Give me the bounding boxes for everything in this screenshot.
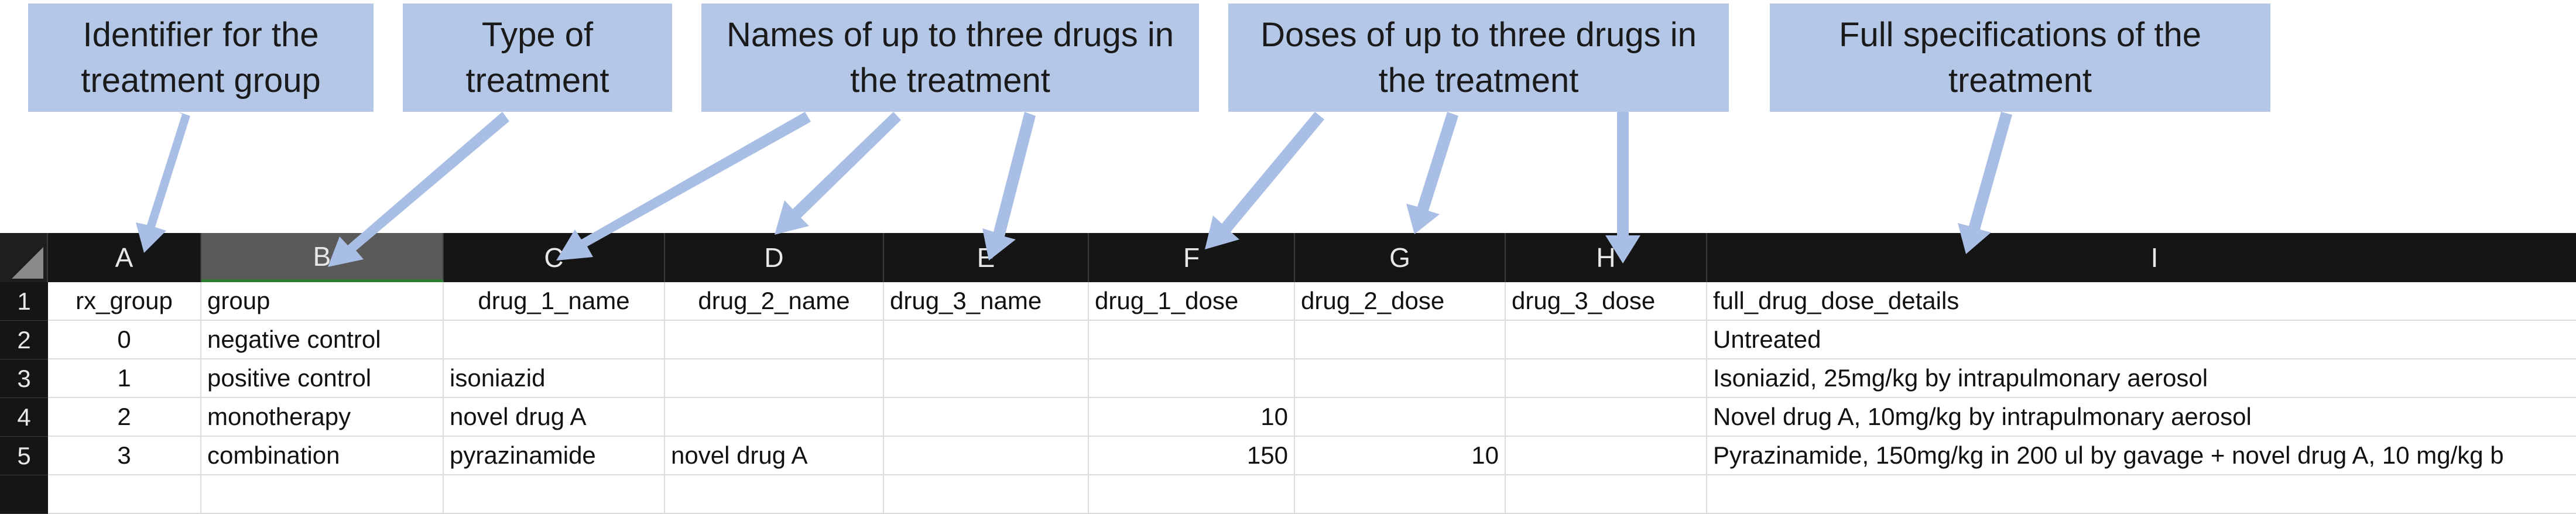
cell-g3[interactable] <box>1295 359 1506 398</box>
column-header-f[interactable]: F <box>1089 233 1295 282</box>
cell-c-partial[interactable] <box>444 475 665 514</box>
callout-line: Identifier for the <box>83 15 319 54</box>
cell-g-partial[interactable] <box>1295 475 1506 514</box>
arrow-to-column-d <box>775 112 901 235</box>
cell-e-partial[interactable] <box>884 475 1089 514</box>
cell-a2[interactable]: 0 <box>48 321 201 359</box>
cell-d-partial[interactable] <box>665 475 884 514</box>
cell-h-partial[interactable] <box>1506 475 1707 514</box>
callout-line: Full specifications of the <box>1839 15 2201 54</box>
cell-g1[interactable]: drug_2_dose <box>1295 282 1506 321</box>
callout-line: treatment <box>1948 61 2092 100</box>
cell-c4[interactable]: novel drug A <box>444 398 665 437</box>
select-all-icon <box>12 247 43 279</box>
cell-i3[interactable]: Isoniazid, 25mg/kg by intrapulmonary aer… <box>1707 359 2576 398</box>
spreadsheet-grid: A B C D E F G H I 1 rx_group group drug_1_n… <box>0 233 2576 514</box>
cell-h3[interactable] <box>1506 359 1707 398</box>
cell-i-partial[interactable] <box>1707 475 2576 514</box>
cell-h4[interactable] <box>1506 398 1707 437</box>
cell-d1[interactable]: drug_2_name <box>665 282 884 321</box>
row-header-3[interactable]: 3 <box>0 359 48 398</box>
callout-line: treatment <box>465 61 609 100</box>
callout-drug-names: Names of up to three drugs in the treatme… <box>701 4 1199 112</box>
callout-line: Names of up to three drugs in <box>726 15 1174 54</box>
cell-i2[interactable]: Untreated <box>1707 321 2576 359</box>
cell-e4[interactable] <box>884 398 1089 437</box>
row-header-5[interactable]: 5 <box>0 437 48 475</box>
callout-line: Doses of up to three drugs in <box>1260 15 1697 54</box>
callout-treatment-type: Type of treatment <box>403 4 672 112</box>
cell-f3[interactable] <box>1089 359 1295 398</box>
column-header-i[interactable]: I <box>1707 233 2576 282</box>
callout-full-specifications: Full specifications of the treatment <box>1770 4 2270 112</box>
cell-h5[interactable] <box>1506 437 1707 475</box>
cell-b3[interactable]: positive control <box>201 359 444 398</box>
row-header-1[interactable]: 1 <box>0 282 48 321</box>
cell-b5[interactable]: combination <box>201 437 444 475</box>
cell-i5[interactable]: Pyrazinamide, 150mg/kg in 200 ul by gava… <box>1707 437 2576 475</box>
cell-c5[interactable]: pyrazinamide <box>444 437 665 475</box>
cell-e5[interactable] <box>884 437 1089 475</box>
cell-b1[interactable]: group <box>201 282 444 321</box>
cell-f2[interactable] <box>1089 321 1295 359</box>
cell-i4[interactable]: Novel drug A, 10mg/kg by intrapulmonary … <box>1707 398 2576 437</box>
column-header-a[interactable]: A <box>48 233 201 282</box>
column-header-d[interactable]: D <box>665 233 884 282</box>
cell-b-partial[interactable] <box>201 475 444 514</box>
select-all-corner[interactable] <box>0 233 48 282</box>
cell-d3[interactable] <box>665 359 884 398</box>
cell-b2[interactable]: negative control <box>201 321 444 359</box>
cell-c1[interactable]: drug_1_name <box>444 282 665 321</box>
cell-f-partial[interactable] <box>1089 475 1295 514</box>
cell-h1[interactable]: drug_3_dose <box>1506 282 1707 321</box>
cell-a1[interactable]: rx_group <box>48 282 201 321</box>
cell-g2[interactable] <box>1295 321 1506 359</box>
callout-line: treatment group <box>81 61 321 100</box>
cell-e3[interactable] <box>884 359 1089 398</box>
cell-e1[interactable]: drug_3_name <box>884 282 1089 321</box>
cell-f1[interactable]: drug_1_dose <box>1089 282 1295 321</box>
cell-f5[interactable]: 150 <box>1089 437 1295 475</box>
cell-b4[interactable]: monotherapy <box>201 398 444 437</box>
arrow-to-column-g <box>1406 112 1458 234</box>
column-header-e[interactable]: E <box>884 233 1089 282</box>
cell-f4[interactable]: 10 <box>1089 398 1295 437</box>
cell-a5[interactable]: 3 <box>48 437 201 475</box>
cell-a-partial[interactable] <box>48 475 201 514</box>
callout-line: the treatment <box>1378 61 1579 100</box>
callout-line: Type of <box>481 15 594 54</box>
callout-line: the treatment <box>850 61 1050 100</box>
callout-drug-doses: Doses of up to three drugs in the treatme… <box>1228 4 1729 112</box>
arrow-to-column-f <box>1205 112 1324 249</box>
column-header-h[interactable]: H <box>1506 233 1707 282</box>
column-header-g[interactable]: G <box>1295 233 1506 282</box>
cell-d2[interactable] <box>665 321 884 359</box>
cell-g5[interactable]: 10 <box>1295 437 1506 475</box>
callout-treatment-group-identifier: Identifier for the treatment group <box>28 4 374 112</box>
cell-g4[interactable] <box>1295 398 1506 437</box>
cell-d4[interactable] <box>665 398 884 437</box>
row-header-partial[interactable] <box>0 475 48 514</box>
cell-i1[interactable]: full_drug_dose_details <box>1707 282 2576 321</box>
row-header-2[interactable]: 2 <box>0 321 48 359</box>
cell-c2[interactable] <box>444 321 665 359</box>
cell-a4[interactable]: 2 <box>48 398 201 437</box>
column-header-b[interactable]: B <box>201 233 444 282</box>
cell-a3[interactable]: 1 <box>48 359 201 398</box>
cell-c3[interactable]: isoniazid <box>444 359 665 398</box>
cell-d5[interactable]: novel drug A <box>665 437 884 475</box>
cell-h2[interactable] <box>1506 321 1707 359</box>
row-header-4[interactable]: 4 <box>0 398 48 437</box>
arrow-to-column-a <box>136 112 190 253</box>
column-header-c[interactable]: C <box>444 233 665 282</box>
cell-e2[interactable] <box>884 321 1089 359</box>
